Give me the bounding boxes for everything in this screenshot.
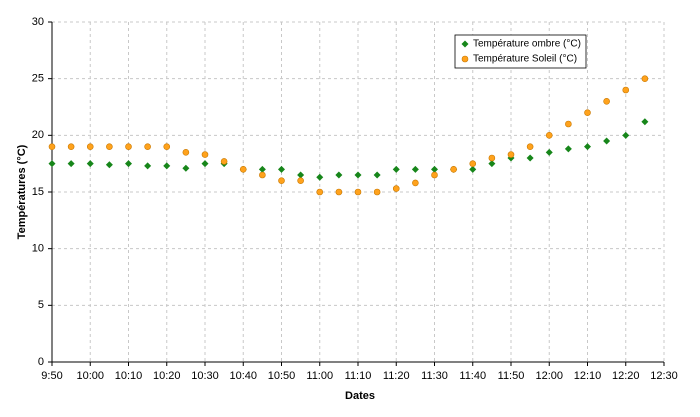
data-point [354, 171, 362, 179]
x-tick-label: 10:30 [191, 370, 219, 382]
x-tick-label: 11:00 [306, 370, 333, 382]
x-tick-label: 10:10 [115, 370, 143, 382]
y-tick-label: 30 [32, 16, 44, 28]
legend-marker [461, 55, 469, 63]
data-point [392, 185, 400, 192]
y-tick-label: 0 [38, 356, 44, 368]
data-point [258, 165, 266, 173]
y-axis-title: Températures (°C) [16, 144, 28, 239]
x-tick-label: 9:50 [41, 370, 62, 382]
data-point [622, 131, 630, 139]
x-tick-label: 11:40 [459, 370, 486, 382]
data-point [144, 162, 152, 170]
data-point [125, 143, 132, 150]
data-point [488, 154, 496, 162]
data-point [450, 166, 457, 173]
data-point [584, 143, 591, 151]
x-tick-label: 11:10 [345, 370, 372, 382]
legend-label: Température Soleil (°C) [473, 54, 577, 65]
data-point [335, 188, 343, 196]
legend-box [454, 34, 587, 69]
x-tick-label: 11:20 [383, 370, 410, 382]
data-point [67, 160, 75, 168]
y-tick-label: 20 [32, 129, 44, 141]
data-point [431, 165, 438, 173]
data-point [411, 165, 419, 173]
data-point [469, 160, 477, 167]
data-point [239, 166, 247, 173]
data-point [641, 75, 649, 82]
legend-label: Température ombre (°C) [473, 39, 581, 50]
data-point [392, 165, 400, 173]
legend-marker [461, 40, 469, 48]
data-point [220, 158, 228, 165]
y-tick-label: 15 [32, 186, 44, 198]
data-point [622, 86, 630, 94]
data-point [565, 120, 572, 128]
data-point [201, 160, 209, 168]
data-point [163, 162, 171, 170]
data-point [354, 188, 362, 196]
data-point [48, 143, 56, 150]
data-point [86, 143, 94, 150]
x-tick-label: 12:20 [612, 370, 640, 382]
data-point [545, 132, 553, 139]
data-point [278, 165, 285, 173]
data-point [603, 137, 611, 145]
data-point [603, 98, 610, 105]
data-point [526, 154, 534, 162]
data-point [125, 160, 132, 168]
data-point [373, 188, 381, 196]
data-point [182, 164, 190, 172]
data-point [106, 143, 113, 150]
x-tick-label: 11:30 [421, 370, 448, 382]
data-point [182, 149, 190, 156]
data-point [335, 171, 343, 179]
x-tick-label: 12:00 [535, 370, 563, 382]
x-tick-label: 10:20 [153, 370, 181, 382]
data-point [105, 161, 113, 169]
data-point [67, 143, 75, 150]
x-tick-label: 12:10 [574, 370, 602, 382]
x-tick-label: 10:00 [76, 370, 104, 382]
data-point [412, 179, 419, 187]
data-point [297, 177, 304, 184]
data-point [373, 171, 381, 179]
data-point [316, 188, 324, 196]
data-point [507, 151, 515, 158]
x-tick-label: 10:40 [229, 370, 257, 382]
data-point [201, 151, 209, 158]
data-point [86, 160, 94, 168]
data-point [431, 171, 438, 179]
data-point [48, 160, 56, 168]
data-point [259, 171, 266, 179]
data-point [641, 118, 649, 126]
x-tick-label: 12:30 [650, 370, 678, 382]
data-point [526, 143, 534, 150]
y-tick-label: 10 [32, 243, 44, 255]
data-point [297, 171, 305, 179]
data-point [163, 143, 171, 150]
data-point [278, 177, 285, 184]
data-point [469, 165, 477, 173]
data-point [488, 160, 496, 168]
y-tick-label: 25 [32, 73, 44, 85]
data-point [545, 148, 553, 156]
y-tick-label: 5 [38, 299, 44, 311]
data-point [316, 173, 324, 181]
data-point [564, 145, 572, 153]
x-tick-label: 10:50 [268, 370, 296, 382]
data-point [584, 109, 591, 116]
x-axis-title: Dates [345, 390, 375, 402]
x-tick-label: 11:50 [498, 370, 525, 382]
data-point [144, 143, 151, 150]
